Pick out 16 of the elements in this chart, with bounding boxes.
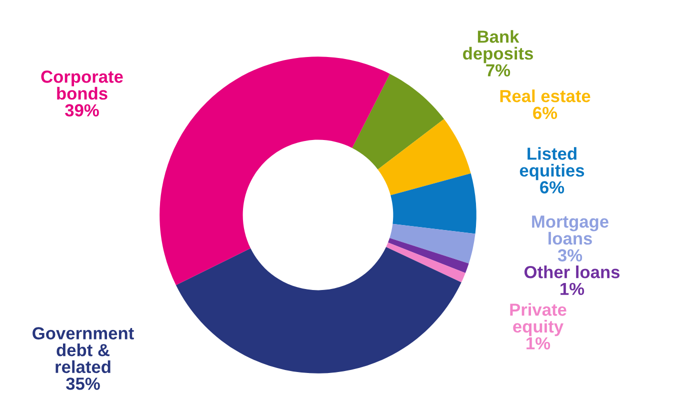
slice-label: Other loans <box>524 266 620 278</box>
slice-label: Private equity <box>510 303 566 336</box>
data-label: 6% <box>533 106 558 120</box>
data-label: 39% <box>65 104 99 116</box>
slice-label: Real estate <box>500 90 590 102</box>
data-label: 1% <box>526 337 550 350</box>
slice-label: Mortgage loans <box>532 216 608 245</box>
data-label: 6% <box>540 181 564 194</box>
data-label: 3% <box>558 249 582 262</box>
data-label: 1% <box>560 282 584 296</box>
slice-label: Corporate bonds <box>41 70 123 100</box>
data-label: 7% <box>486 64 510 76</box>
slice-label: Bank deposits <box>463 30 533 64</box>
slice-label: Listed equities <box>520 147 584 180</box>
slice-label: Government debt & related <box>32 327 134 374</box>
data-label: 35% <box>66 378 100 390</box>
